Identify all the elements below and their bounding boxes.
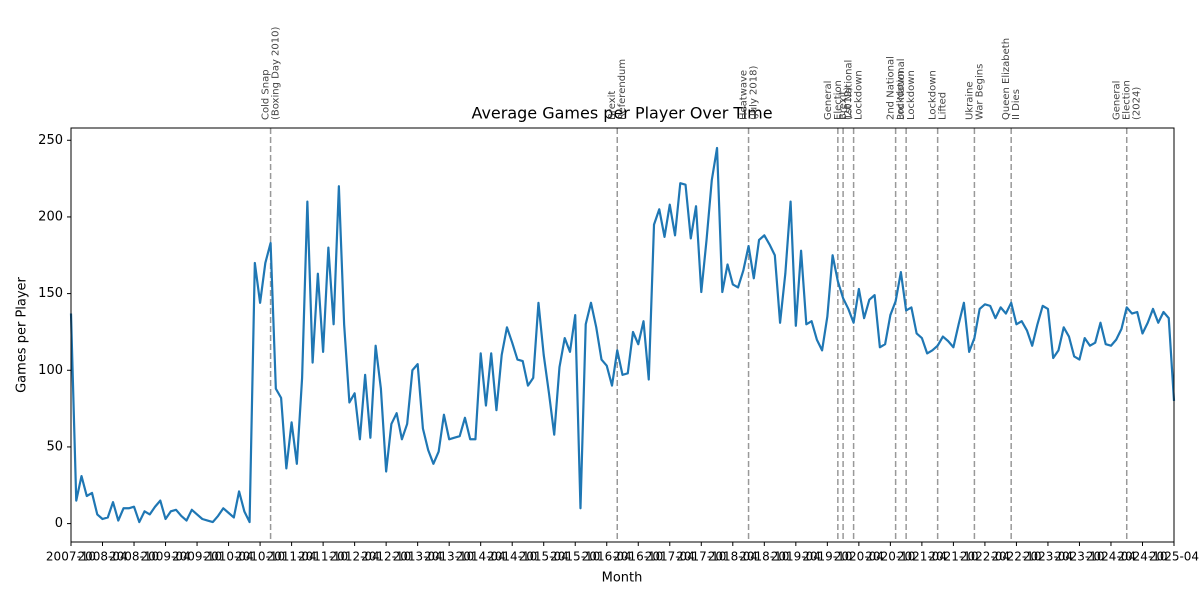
event-label: General <box>1112 81 1123 120</box>
event-label: Ukraine <box>964 81 975 120</box>
x-tick-label: 2020-10 <box>865 550 915 564</box>
event-label: (2019) <box>843 87 854 120</box>
event-label: Brexit <box>607 91 618 120</box>
event-label: Election <box>833 80 844 120</box>
x-tick-label: 2016-04 <box>582 550 632 564</box>
x-tick-label: 2024-10 <box>1117 550 1167 564</box>
x-axis-label: Month <box>602 571 643 586</box>
event-label: Brexit <box>838 91 849 120</box>
x-tick-label: 2008-04 <box>77 550 127 564</box>
x-tick-label: 2019-10 <box>802 550 852 564</box>
x-tick-label: 2018-10 <box>739 550 789 564</box>
x-tick-label: 2024-04 <box>1086 550 1136 564</box>
plot-frame <box>70 127 1175 543</box>
event-label: (Boxing Day 2010) <box>271 26 282 120</box>
x-tick-label: 2008-10 <box>109 550 159 564</box>
event-label: Lockdown <box>854 70 865 120</box>
x-tick-label: 2023-10 <box>1054 550 1104 564</box>
event-label: 3rd National <box>896 59 907 121</box>
x-tick-label: 2018-04 <box>708 550 758 564</box>
x-tick-label: 2009-10 <box>172 550 222 564</box>
x-tick-label: 2015-10 <box>550 550 600 564</box>
x-tick-label: 2019-04 <box>771 550 821 564</box>
x-tick-label: 2010-10 <box>235 550 285 564</box>
event-label: Election <box>1122 80 1133 120</box>
event-label: Lockdown <box>896 70 907 120</box>
y-axis-label: Games per Player <box>15 276 30 392</box>
y-tick-label: 0 <box>55 516 63 531</box>
x-tick-label: 2013-04 <box>393 550 443 564</box>
x-tick-label: 2011-10 <box>298 550 348 564</box>
x-tick-label: 2020-04 <box>834 550 884 564</box>
y-tick-label: 200 <box>38 209 63 224</box>
event-label: 2nd National <box>886 56 897 120</box>
event-label: II Dies <box>1011 89 1022 120</box>
x-tick-label: 2016-10 <box>613 550 663 564</box>
x-tick-label: 2021-04 <box>897 550 947 564</box>
x-tick-label: 2014-10 <box>487 550 537 564</box>
x-tick-label: 2011-04 <box>267 550 317 564</box>
x-tick-label: 2012-04 <box>330 550 380 564</box>
x-tick-label: 2021-10 <box>928 550 978 564</box>
x-tick-label: 2022-04 <box>960 550 1010 564</box>
chart-title: Average Games per Player Over Time <box>471 104 772 123</box>
y-tick-label: 150 <box>38 286 63 301</box>
event-label: 1st National <box>844 60 855 120</box>
x-tick-label: 2023-04 <box>1023 550 1073 564</box>
x-tick-label: 2017-04 <box>645 550 695 564</box>
x-tick-label: 2013-10 <box>424 550 474 564</box>
event-label: War Begins <box>974 64 985 120</box>
event-label: General <box>823 81 834 120</box>
event-label: Referendum <box>617 59 628 120</box>
x-tick-label: 2015-04 <box>519 550 569 564</box>
x-tick-label: 2012-10 <box>361 550 411 564</box>
x-tick-label: 2014-04 <box>456 550 506 564</box>
event-label: Lifted <box>938 92 949 120</box>
series-line <box>69 146 1176 524</box>
event-label: (July 2018) <box>749 65 760 120</box>
x-tick-label: 2007-10 <box>46 550 96 564</box>
x-tick-label: 2017-10 <box>676 550 726 564</box>
x-tick-label: 2009-04 <box>140 550 190 564</box>
event-label: Queen Elizabeth <box>1001 38 1012 120</box>
event-label: Lockdown <box>928 70 939 120</box>
x-tick-label: 2022-10 <box>991 550 1041 564</box>
y-tick-label: 250 <box>38 133 63 148</box>
event-label: (2024) <box>1132 87 1143 120</box>
y-tick-label: 50 <box>46 439 63 454</box>
event-label: Heatwave <box>739 70 750 120</box>
y-tick-label: 100 <box>38 363 63 378</box>
event-label: Lockdown <box>906 70 917 120</box>
x-tick-label: 2025-04 <box>1149 550 1199 564</box>
event-label: Cold Snap <box>261 69 272 120</box>
x-tick-label: 2010-04 <box>204 550 254 564</box>
